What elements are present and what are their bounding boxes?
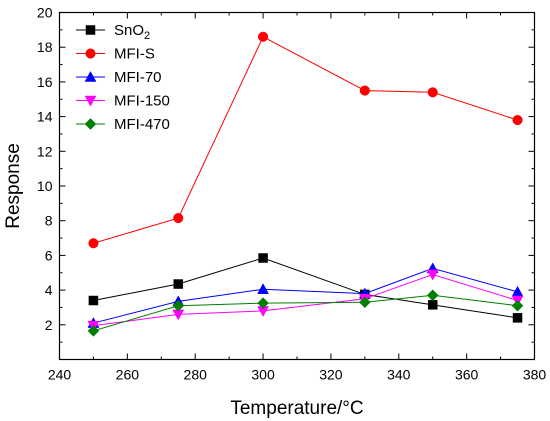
series-line-mfi-150 — [93, 273, 518, 327]
legend-item-mfi-s: MFI-S — [76, 46, 155, 63]
series-line-mfi-470 — [93, 294, 518, 332]
y-tick-label: 6 — [45, 247, 53, 263]
legend-item-mfi-150: MFI-150 — [76, 93, 170, 110]
series-line-sno2 — [93, 257, 518, 319]
legend-marker — [85, 48, 96, 59]
data-point-mfi-470 — [426, 289, 439, 302]
legend-item-mfi-70: MFI-70 — [76, 69, 162, 86]
ticks-layer: 240 260 280 300 320 340 360 380 2 4 6 8 10 12 14 16 18 20 — [37, 5, 546, 383]
data-point-mfi-150 — [426, 269, 439, 281]
data-point-mfi-470 — [87, 325, 100, 337]
legend-label: MFI-150 — [114, 93, 170, 110]
legend-marker — [84, 95, 97, 107]
data-point-mfi-470 — [359, 296, 371, 309]
x-tick-label: 280 — [184, 367, 208, 383]
y-tick-label: 4 — [45, 282, 53, 298]
y-tick-label: 8 — [45, 213, 53, 229]
legend-label: SnO2 — [114, 22, 150, 42]
legend: SnO2 MFI-S MFI-70 MFI-150 MFI-470 — [76, 22, 170, 133]
data-point-sno2 — [427, 300, 438, 310]
data-point-mfi-s — [258, 31, 269, 42]
x-tick-label: 340 — [387, 367, 411, 383]
y-tick-label: 12 — [37, 143, 53, 159]
data-point-mfi-70 — [257, 283, 269, 294]
plot-frame — [58, 11, 536, 361]
legend-marker — [85, 25, 96, 35]
data-point-sno2 — [88, 295, 99, 306]
legend-item-mfi-470: MFI-470 — [76, 116, 170, 133]
x-axis-title: Temperature/°C — [230, 398, 363, 419]
data-point-mfi-s — [512, 115, 523, 126]
data-point-mfi-70 — [511, 285, 524, 297]
y-tick-label: 18 — [37, 39, 53, 55]
series-line-mfi-s — [93, 36, 518, 244]
data-point-mfi-s — [173, 213, 184, 224]
series-line-mfi-70 — [93, 267, 518, 324]
x-tick-label: 320 — [319, 367, 343, 383]
y-tick-label: 16 — [37, 74, 53, 90]
x-tick-label: 360 — [455, 367, 479, 383]
x-tick-label: 240 — [48, 367, 72, 383]
y-tick-label: 10 — [37, 178, 53, 194]
data-point-sno2 — [512, 313, 523, 323]
x-tick-label: 260 — [116, 367, 140, 383]
series-layer — [87, 31, 524, 337]
data-point-mfi-s — [359, 85, 370, 96]
x-tick-label: 300 — [251, 367, 275, 383]
series-mfi-470 — [87, 289, 524, 337]
y-tick-label: 2 — [45, 317, 53, 333]
data-point-sno2 — [173, 279, 183, 289]
data-point-mfi-470 — [511, 299, 524, 312]
legend-marker — [84, 70, 97, 82]
data-point-mfi-s — [88, 238, 99, 249]
series-sno2 — [88, 253, 523, 323]
y-tick-label: 14 — [37, 109, 53, 125]
data-point-mfi-470 — [257, 297, 269, 309]
legend-marker — [84, 118, 97, 130]
data-point-mfi-470 — [172, 299, 185, 312]
data-point-mfi-s — [427, 87, 438, 98]
data-point-sno2 — [258, 253, 268, 263]
legend-label: MFI-470 — [114, 116, 170, 133]
legend-item-sno2: SnO2 — [76, 22, 150, 42]
legend-label: MFI-70 — [114, 69, 162, 86]
y-axis-title: Response — [3, 143, 24, 229]
series-mfi-150 — [87, 269, 524, 332]
x-tick-label: 380 — [523, 367, 547, 383]
legend-label: MFI-S — [114, 46, 155, 63]
series-mfi-s — [88, 31, 523, 249]
y-tick-label: 20 — [37, 5, 53, 21]
